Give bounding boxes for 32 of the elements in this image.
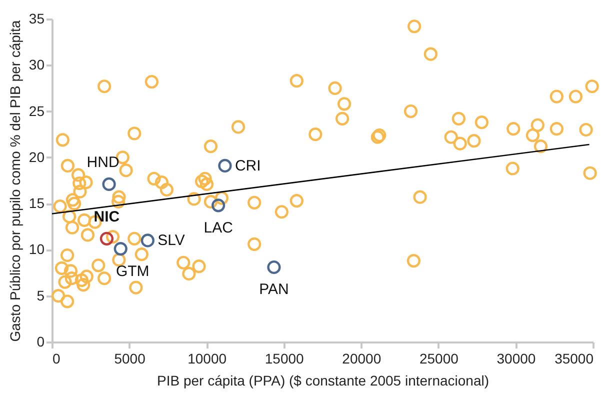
x-tick-label: 10000 (188, 350, 227, 366)
point (267, 260, 281, 274)
point (212, 198, 226, 212)
x-tick-label: 30000 (496, 350, 536, 366)
y-tick-label: 35 (28, 10, 45, 26)
x-axis-title: PIB per cápita (PPA) ($ constante 2005 internacional) (156, 372, 490, 388)
y-tick-label: 25 (28, 102, 45, 119)
annotation: NIC (94, 208, 120, 226)
point (140, 234, 154, 248)
y-tick-label: 5 (36, 287, 45, 304)
y-tick-label: 10 (28, 241, 45, 258)
annotation: GTM (116, 262, 150, 280)
x-tick-label: 15000 (264, 350, 304, 366)
annotation: CRI (234, 158, 261, 175)
annotation: PAN (259, 281, 289, 298)
annotation: LAC (204, 219, 234, 236)
y-tick-label: 15 (28, 195, 45, 212)
x-tick-label: 35000 (554, 350, 594, 366)
x-tick-label: 20000 (342, 350, 382, 366)
point (218, 158, 232, 173)
y-tick-label: 20 (28, 148, 45, 165)
annotation: SLV (158, 232, 185, 250)
y-axis-title: Gasto Público por pupilo como % del PIB per cápita (6, 20, 23, 342)
x-tick-label: 0 (52, 350, 60, 366)
annotation: HND (86, 154, 120, 172)
point (102, 177, 116, 191)
x-tick-label: 25000 (419, 350, 459, 366)
point (100, 232, 114, 246)
x-tick-label: 5000 (114, 350, 146, 366)
point (114, 242, 128, 256)
y-tick-label: 0 (36, 334, 45, 350)
y-tick-label: 30 (28, 56, 45, 73)
